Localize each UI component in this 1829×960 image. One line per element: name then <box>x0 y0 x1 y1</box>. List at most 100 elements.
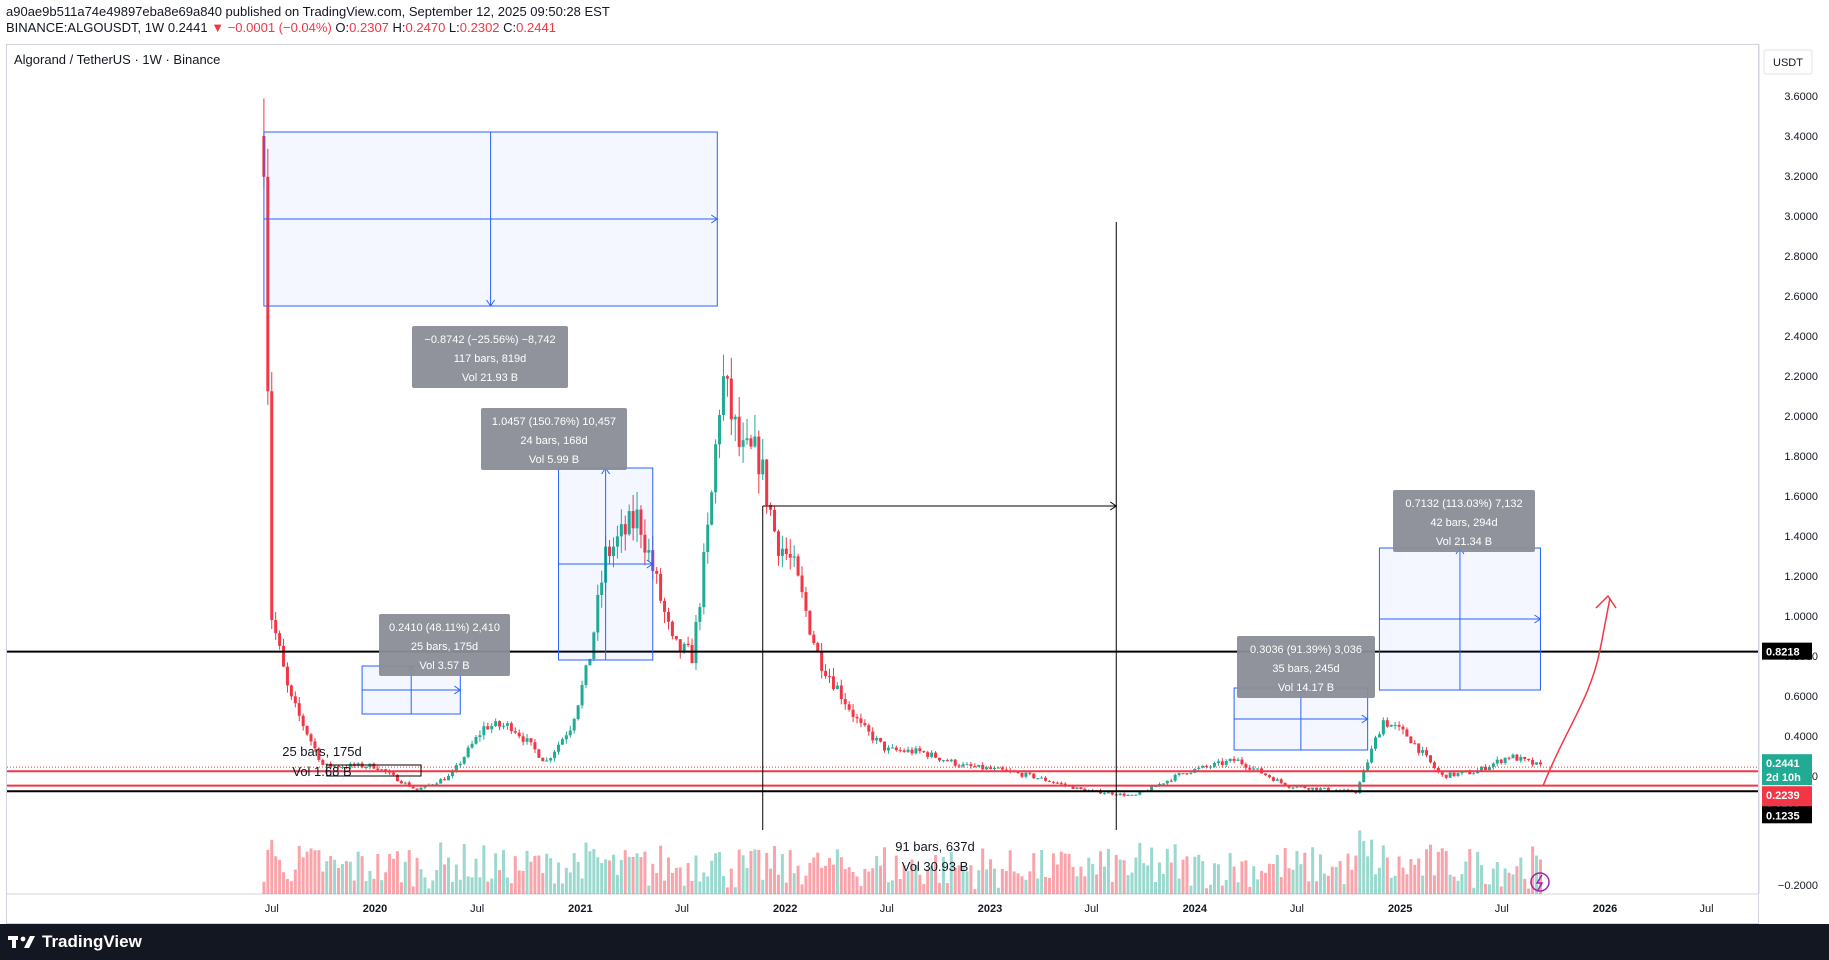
candle-body <box>576 705 580 719</box>
volume-bar <box>1373 874 1377 894</box>
price-tick-label: 0.6000 <box>1784 691 1818 703</box>
volume-bar <box>1157 862 1161 894</box>
price-tick-label: 1.4000 <box>1784 531 1818 543</box>
volume-bar <box>588 851 592 894</box>
price-chart[interactable]: USDT 3.6000 3.4000 3.2000 3.0000 2.8000 2.6000… <box>0 0 1829 924</box>
candle-body <box>1460 771 1464 774</box>
volume-bar <box>1295 851 1299 894</box>
volume-bar <box>800 884 804 894</box>
volume-bar <box>1523 878 1527 894</box>
measure-label-text: 117 bars, 819d <box>454 353 527 365</box>
volume-bar <box>1079 866 1083 894</box>
candle-body <box>828 676 832 678</box>
volume-bar <box>1409 858 1413 894</box>
candle-body <box>1315 787 1319 790</box>
candle-body <box>470 743 474 748</box>
candle-body <box>706 524 710 553</box>
volume-bar <box>388 854 392 894</box>
volume-bar <box>1425 849 1429 894</box>
candle-body <box>1047 780 1051 782</box>
currency-button[interactable] <box>1763 49 1813 75</box>
volume-bar <box>1220 885 1224 894</box>
candle-body <box>1531 760 1535 765</box>
volume-bar <box>262 881 266 894</box>
candle-body <box>1232 758 1236 761</box>
candle-body <box>1040 777 1044 779</box>
symbol-name: BINANCE:ALGOUSDT, 1W <box>6 20 165 35</box>
volume-bar <box>1189 885 1193 894</box>
volume-bar <box>513 856 517 894</box>
candle-body <box>517 732 521 737</box>
volume-bar <box>309 848 313 894</box>
price-tick-label: 1.0000 <box>1784 611 1818 623</box>
candle-body <box>1381 720 1385 735</box>
candle-body <box>1515 754 1519 761</box>
candle-body <box>1004 769 1008 771</box>
candle-body <box>553 751 557 759</box>
volume-bar <box>898 879 902 894</box>
volume-bar <box>855 876 859 894</box>
candle-body <box>1535 762 1539 765</box>
volume-bar <box>462 844 466 894</box>
candle-body <box>934 752 938 758</box>
volume-bar <box>686 863 690 894</box>
price-label-tag <box>1762 642 1812 660</box>
candle-body <box>1201 765 1205 768</box>
tradingview-brand: TradingView <box>42 932 142 951</box>
candle-body <box>580 685 584 706</box>
volume-bar <box>1040 849 1044 894</box>
volume-bar <box>1154 882 1158 894</box>
volume-bar <box>1008 850 1012 894</box>
candle-body <box>835 685 839 690</box>
candle-body <box>266 176 270 392</box>
measure-label-text: 42 bars, 294d <box>1430 517 1497 529</box>
candle-body <box>1240 759 1244 765</box>
volume-bar <box>788 850 792 894</box>
candle-body <box>1287 785 1291 788</box>
volume-bar <box>890 880 894 894</box>
volume-bar <box>1385 857 1389 894</box>
volume-bar <box>1432 875 1436 894</box>
volume-bar <box>647 885 651 894</box>
volume-bar <box>537 855 541 894</box>
candle-body <box>1436 768 1440 773</box>
candle-body <box>875 737 879 741</box>
candle-body <box>733 416 737 420</box>
volume-bar <box>1393 875 1397 894</box>
volume-bar <box>1440 848 1444 894</box>
candle-body <box>1319 788 1323 790</box>
candle-body <box>608 546 612 557</box>
candle-body <box>1295 786 1299 788</box>
volume-bar <box>1016 873 1020 894</box>
volume-bar <box>301 857 305 894</box>
volume-bar <box>352 880 356 894</box>
candle-body <box>498 721 502 727</box>
candle-body <box>776 531 780 556</box>
volume-bar <box>556 862 560 894</box>
candle-body <box>1448 772 1452 778</box>
volume-bar <box>1244 860 1248 894</box>
candle-body <box>957 765 961 767</box>
candle-body <box>1197 767 1201 769</box>
candle-body <box>482 726 486 736</box>
volume-bar <box>1099 851 1103 894</box>
low-label: L: <box>448 20 460 35</box>
volume-bar <box>297 845 301 894</box>
volume-bar <box>317 850 321 894</box>
candle-body <box>682 643 686 652</box>
candle-body <box>1134 794 1138 796</box>
volume-bar <box>1260 870 1264 894</box>
tradingview-logo[interactable]: TradingView <box>8 932 142 952</box>
volume-bar <box>501 850 505 894</box>
volume-bar <box>627 856 631 894</box>
candle-body <box>1495 759 1499 764</box>
candle-body <box>1161 783 1165 785</box>
candle-body <box>690 645 694 664</box>
candle-body <box>863 723 867 726</box>
volume-bar <box>399 882 403 894</box>
volume-bar <box>505 877 509 894</box>
lightning-icon[interactable] <box>1530 872 1550 892</box>
volume-bar <box>973 889 977 894</box>
range-info-label: 91 bars, 637d <box>895 839 975 854</box>
candle-body <box>883 741 887 751</box>
